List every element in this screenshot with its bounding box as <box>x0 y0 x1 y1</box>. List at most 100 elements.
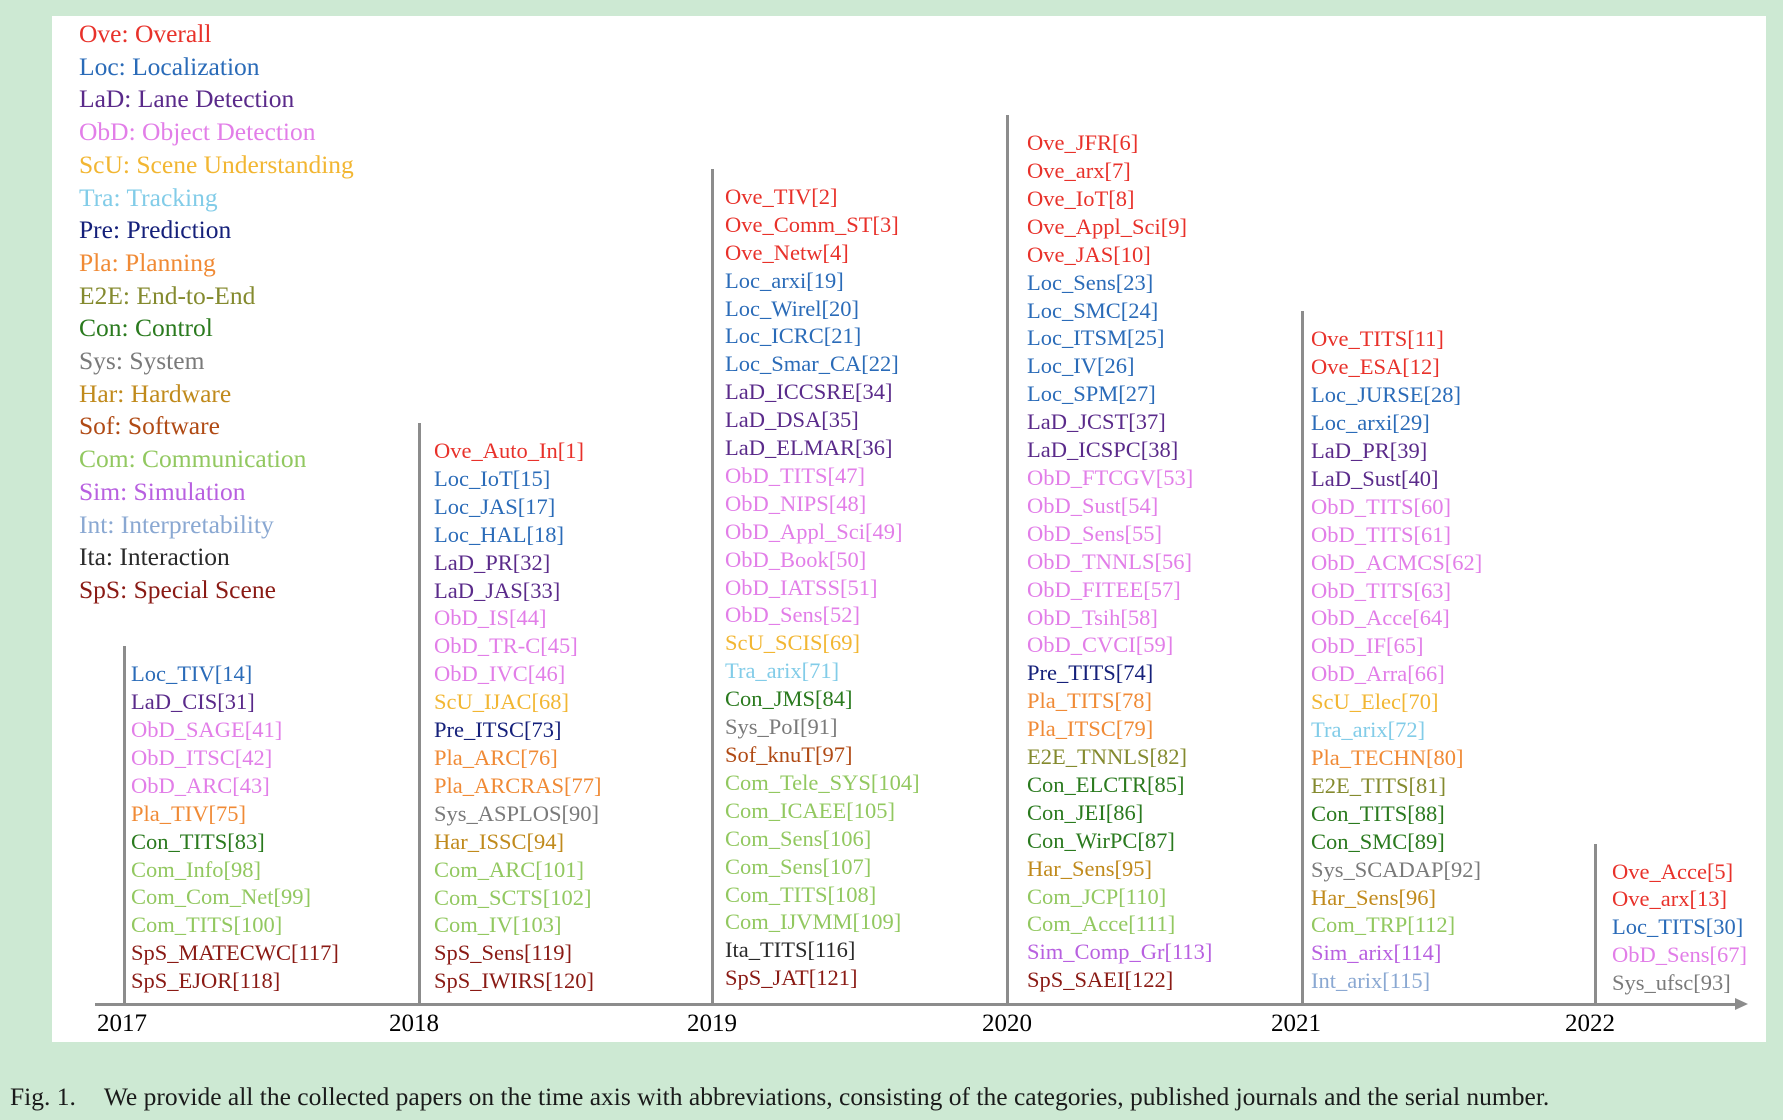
paper-entry: ScU_SCIS[69] <box>725 630 861 656</box>
legend-item-int: Int: Interpretability <box>79 509 274 539</box>
paper-entry: Com_Com_Net[99] <box>131 884 311 910</box>
paper-entry: ObD_ITSC[42] <box>131 744 273 770</box>
paper-entry: Loc_Sens[23] <box>1027 269 1154 295</box>
year-label-2022: 2022 <box>1565 1010 1615 1037</box>
paper-entry: Loc_arxi[19] <box>725 267 844 293</box>
year-divider-2020 <box>1006 115 1009 1004</box>
legend-item-con: Con: Control <box>79 313 213 343</box>
paper-entry: LaD_DSA[35] <box>725 407 859 433</box>
paper-entry: Loc_SPM[27] <box>1027 381 1156 407</box>
paper-entry: ObD_Sens[67] <box>1612 942 1747 968</box>
paper-entry: Con_SMC[89] <box>1311 828 1445 854</box>
paper-entry: SpS_EJOR[118] <box>131 968 281 994</box>
paper-entry: Loc_ITSM[25] <box>1027 325 1165 351</box>
paper-entry: Sim_arix[114] <box>1311 940 1442 966</box>
time-axis <box>95 1003 1735 1006</box>
paper-entry: Loc_TIV[14] <box>131 661 253 687</box>
paper-list: Ove_JFR[6] Ove_arx[7] Ove_IoT[8] Ove_Appl_S… <box>1027 129 1212 994</box>
paper-entry: ObD_Book[50] <box>725 546 867 572</box>
legend-item-obd: ObD: Object Detection <box>79 117 316 147</box>
paper-list: Ove_TITS[11] Ove_ESA[12] Loc_JURSE[28] Loc_… <box>1311 325 1482 995</box>
legend-item-sim: Sim: Simulation <box>79 476 246 506</box>
paper-entry: Pre_ITSC[73] <box>434 717 562 743</box>
paper-entry: SpS_SAEI[122] <box>1027 967 1174 993</box>
paper-entry: Ove_ESA[12] <box>1311 354 1440 380</box>
paper-entry: ObD_Sens[52] <box>725 602 860 628</box>
paper-entry: Ove_IoT[8] <box>1027 185 1135 211</box>
paper-entry: Loc_Smar_CA[22] <box>725 351 899 377</box>
paper-entry: Loc_ICRC[21] <box>725 323 862 349</box>
paper-entry: Com_Tele_SYS[104] <box>725 769 920 795</box>
paper-entry: Com_TRP[112] <box>1311 912 1456 938</box>
paper-entry: Com_IV[103] <box>434 912 562 938</box>
legend-item-tra: Tra: Tracking <box>79 182 218 212</box>
paper-entry: Sim_Comp_Gr[113] <box>1027 939 1213 965</box>
caption-label: Fig. 1. <box>10 1082 76 1111</box>
paper-entry: Tra_arix[71] <box>725 658 840 684</box>
paper-entry: Com_JCP[110] <box>1027 883 1167 909</box>
paper-entry: Loc_JAS[17] <box>434 493 556 519</box>
paper-entry: Loc_arxi[29] <box>1311 410 1430 436</box>
year-label-2020: 2020 <box>982 1010 1032 1037</box>
figure-caption: Fig. 1. We provide all the collected pape… <box>10 1082 1549 1112</box>
paper-entry: Pla_ARCRAS[77] <box>434 772 602 798</box>
paper-entry: Pre_TITS[74] <box>1027 660 1154 686</box>
axis-arrow-icon <box>1735 998 1748 1010</box>
paper-entry: E2E_TNNLS[82] <box>1027 744 1187 770</box>
legend-item-pre: Pre: Prediction <box>79 215 232 245</box>
paper-entry: Pla_ARC[76] <box>434 744 558 770</box>
paper-entry: Int_arix[115] <box>1311 968 1431 994</box>
paper-entry: Sys_ASPLOS[90] <box>434 800 600 826</box>
paper-entry: ObD_ARC[43] <box>131 772 270 798</box>
paper-entry: Ove_JFR[6] <box>1027 130 1139 156</box>
paper-entry: Com_SCTS[102] <box>434 884 592 910</box>
legend-item-ita: Ita: Interaction <box>79 542 230 572</box>
year-divider-2017 <box>123 646 126 1004</box>
paper-entry: ObD_CVCI[59] <box>1027 632 1174 658</box>
legend-item-pla: Pla: Planning <box>79 247 216 277</box>
year-label-2017: 2017 <box>97 1010 147 1037</box>
paper-entry: Com_TITS[100] <box>131 912 283 938</box>
paper-entry: ObD_Arra[66] <box>1311 661 1445 687</box>
paper-entry: Har_ISSC[94] <box>434 828 564 854</box>
caption-text: We provide all the collected papers on t… <box>103 1082 1550 1111</box>
paper-entry: ObD_ACMCS[62] <box>1311 549 1483 575</box>
paper-entry: Ove_Netw[4] <box>725 239 849 265</box>
paper-entry: ObD_Sens[55] <box>1027 520 1162 546</box>
paper-entry: ObD_TR-C[45] <box>434 633 578 659</box>
paper-entry: SpS_JAT[121] <box>725 965 858 991</box>
paper-entry: Con_TITS[88] <box>1311 800 1445 826</box>
paper-entry: Com_Sens[107] <box>725 853 872 879</box>
paper-entry: LaD_Sust[40] <box>1311 465 1439 491</box>
paper-entry: LaD_ELMAR[36] <box>725 435 893 461</box>
paper-entry: ScU_IJAC[68] <box>434 689 569 715</box>
paper-entry: Ove_arx[7] <box>1027 158 1131 183</box>
paper-entry: Ove_Auto_In[1] <box>434 438 584 463</box>
paper-entry: Loc_JURSE[28] <box>1311 382 1461 408</box>
legend-item-lad: LaD: Lane Detection <box>79 84 295 114</box>
paper-entry: SpS_Sens[119] <box>434 940 572 966</box>
paper-entry: Ove_Acce[5] <box>1612 858 1734 884</box>
paper-entry: Com_Acce[111] <box>1027 911 1176 937</box>
paper-entry: Con_JMS[84] <box>725 686 853 712</box>
paper-entry: LaD_ICCSRE[34] <box>725 379 893 405</box>
legend-item-sof: Sof: Software <box>79 411 220 441</box>
paper-entry: Loc_HAL[18] <box>434 521 564 547</box>
paper-entry: Con_ELCTR[85] <box>1027 771 1185 797</box>
paper-entry: Tra_arix[72] <box>1311 717 1426 743</box>
paper-entry: Ove_JAS[10] <box>1027 241 1151 267</box>
year-label-2018: 2018 <box>389 1010 439 1037</box>
paper-entry: Ove_TITS[11] <box>1311 326 1444 352</box>
paper-entry: ObD_Appl_Sci[49] <box>725 518 903 544</box>
paper-entry: Har_Sens[96] <box>1311 884 1436 910</box>
legend-item-sps: SpS: Special Scene <box>79 574 276 604</box>
paper-entry: Con_JEI[86] <box>1027 799 1144 825</box>
paper-entry: Loc_IV[26] <box>1027 353 1135 379</box>
paper-entry: Loc_IoT[15] <box>434 465 551 491</box>
legend-item-ove: Ove: Overall <box>79 19 212 48</box>
paper-entry: ObD_IF[65] <box>1311 633 1424 659</box>
paper-entry: Loc_TITS[30] <box>1612 914 1744 940</box>
year-divider-2018 <box>418 423 421 1004</box>
paper-entry: Ove_arx[13] <box>1612 886 1727 912</box>
paper-entry: Sys_SCADAP[92] <box>1311 856 1482 882</box>
